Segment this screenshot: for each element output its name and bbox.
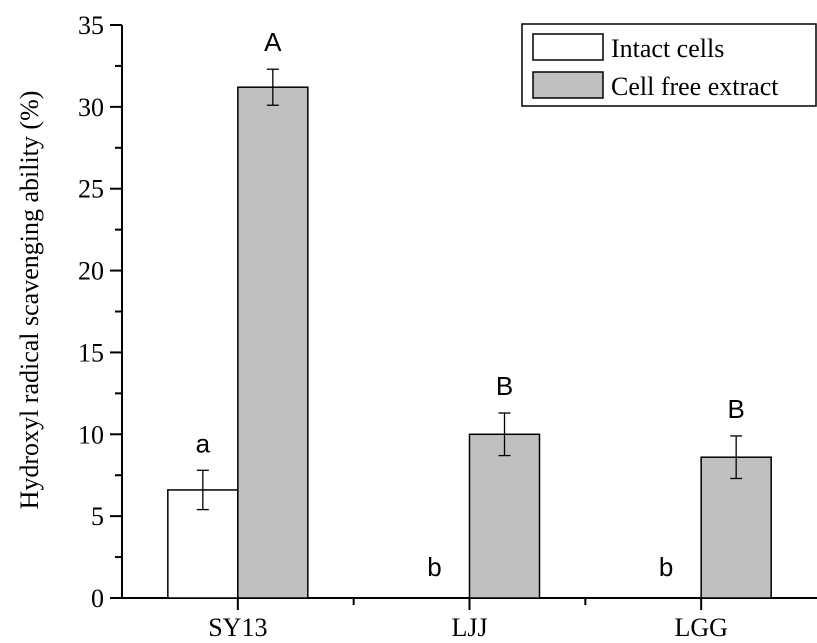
legend-label: Cell free extract — [611, 72, 779, 101]
x-tick-label: LGG — [674, 613, 727, 642]
bar — [237, 86, 309, 599]
legend: Intact cells Cell free extract — [521, 23, 817, 107]
y-axis-label: Hydroxyl radical scavenging ability (%) — [15, 91, 44, 510]
y-tick-label: 15 — [78, 338, 104, 367]
significance-letter: B — [727, 394, 744, 424]
significance-letters: a Ab Bb B — [196, 27, 745, 582]
legend-label: Intact cells — [611, 34, 724, 63]
y-tick-label: 0 — [91, 584, 104, 613]
x-tick-label: LJJ — [451, 613, 487, 642]
legend-swatch — [532, 33, 604, 61]
bar — [468, 433, 541, 599]
significance-letter: a — [196, 428, 211, 458]
significance-letter: B — [496, 371, 513, 401]
axes: 0 5 10 15 20 25 30 35 SY13 LJJ LGG — [78, 11, 817, 642]
y-tick-label: 30 — [78, 93, 104, 122]
bars — [167, 68, 772, 599]
y-tick-label: 20 — [78, 257, 104, 286]
x-tick-label: SY13 — [208, 613, 267, 642]
legend-swatch — [532, 71, 604, 99]
y-tick-label: 10 — [78, 420, 104, 449]
y-tick-label: 35 — [78, 11, 104, 40]
significance-letter: b — [659, 552, 673, 582]
bar — [700, 456, 772, 599]
significance-letter: A — [264, 27, 282, 57]
y-tick-label: 5 — [91, 502, 104, 531]
significance-letter: b — [427, 552, 441, 582]
y-tick-label: 25 — [78, 175, 104, 204]
